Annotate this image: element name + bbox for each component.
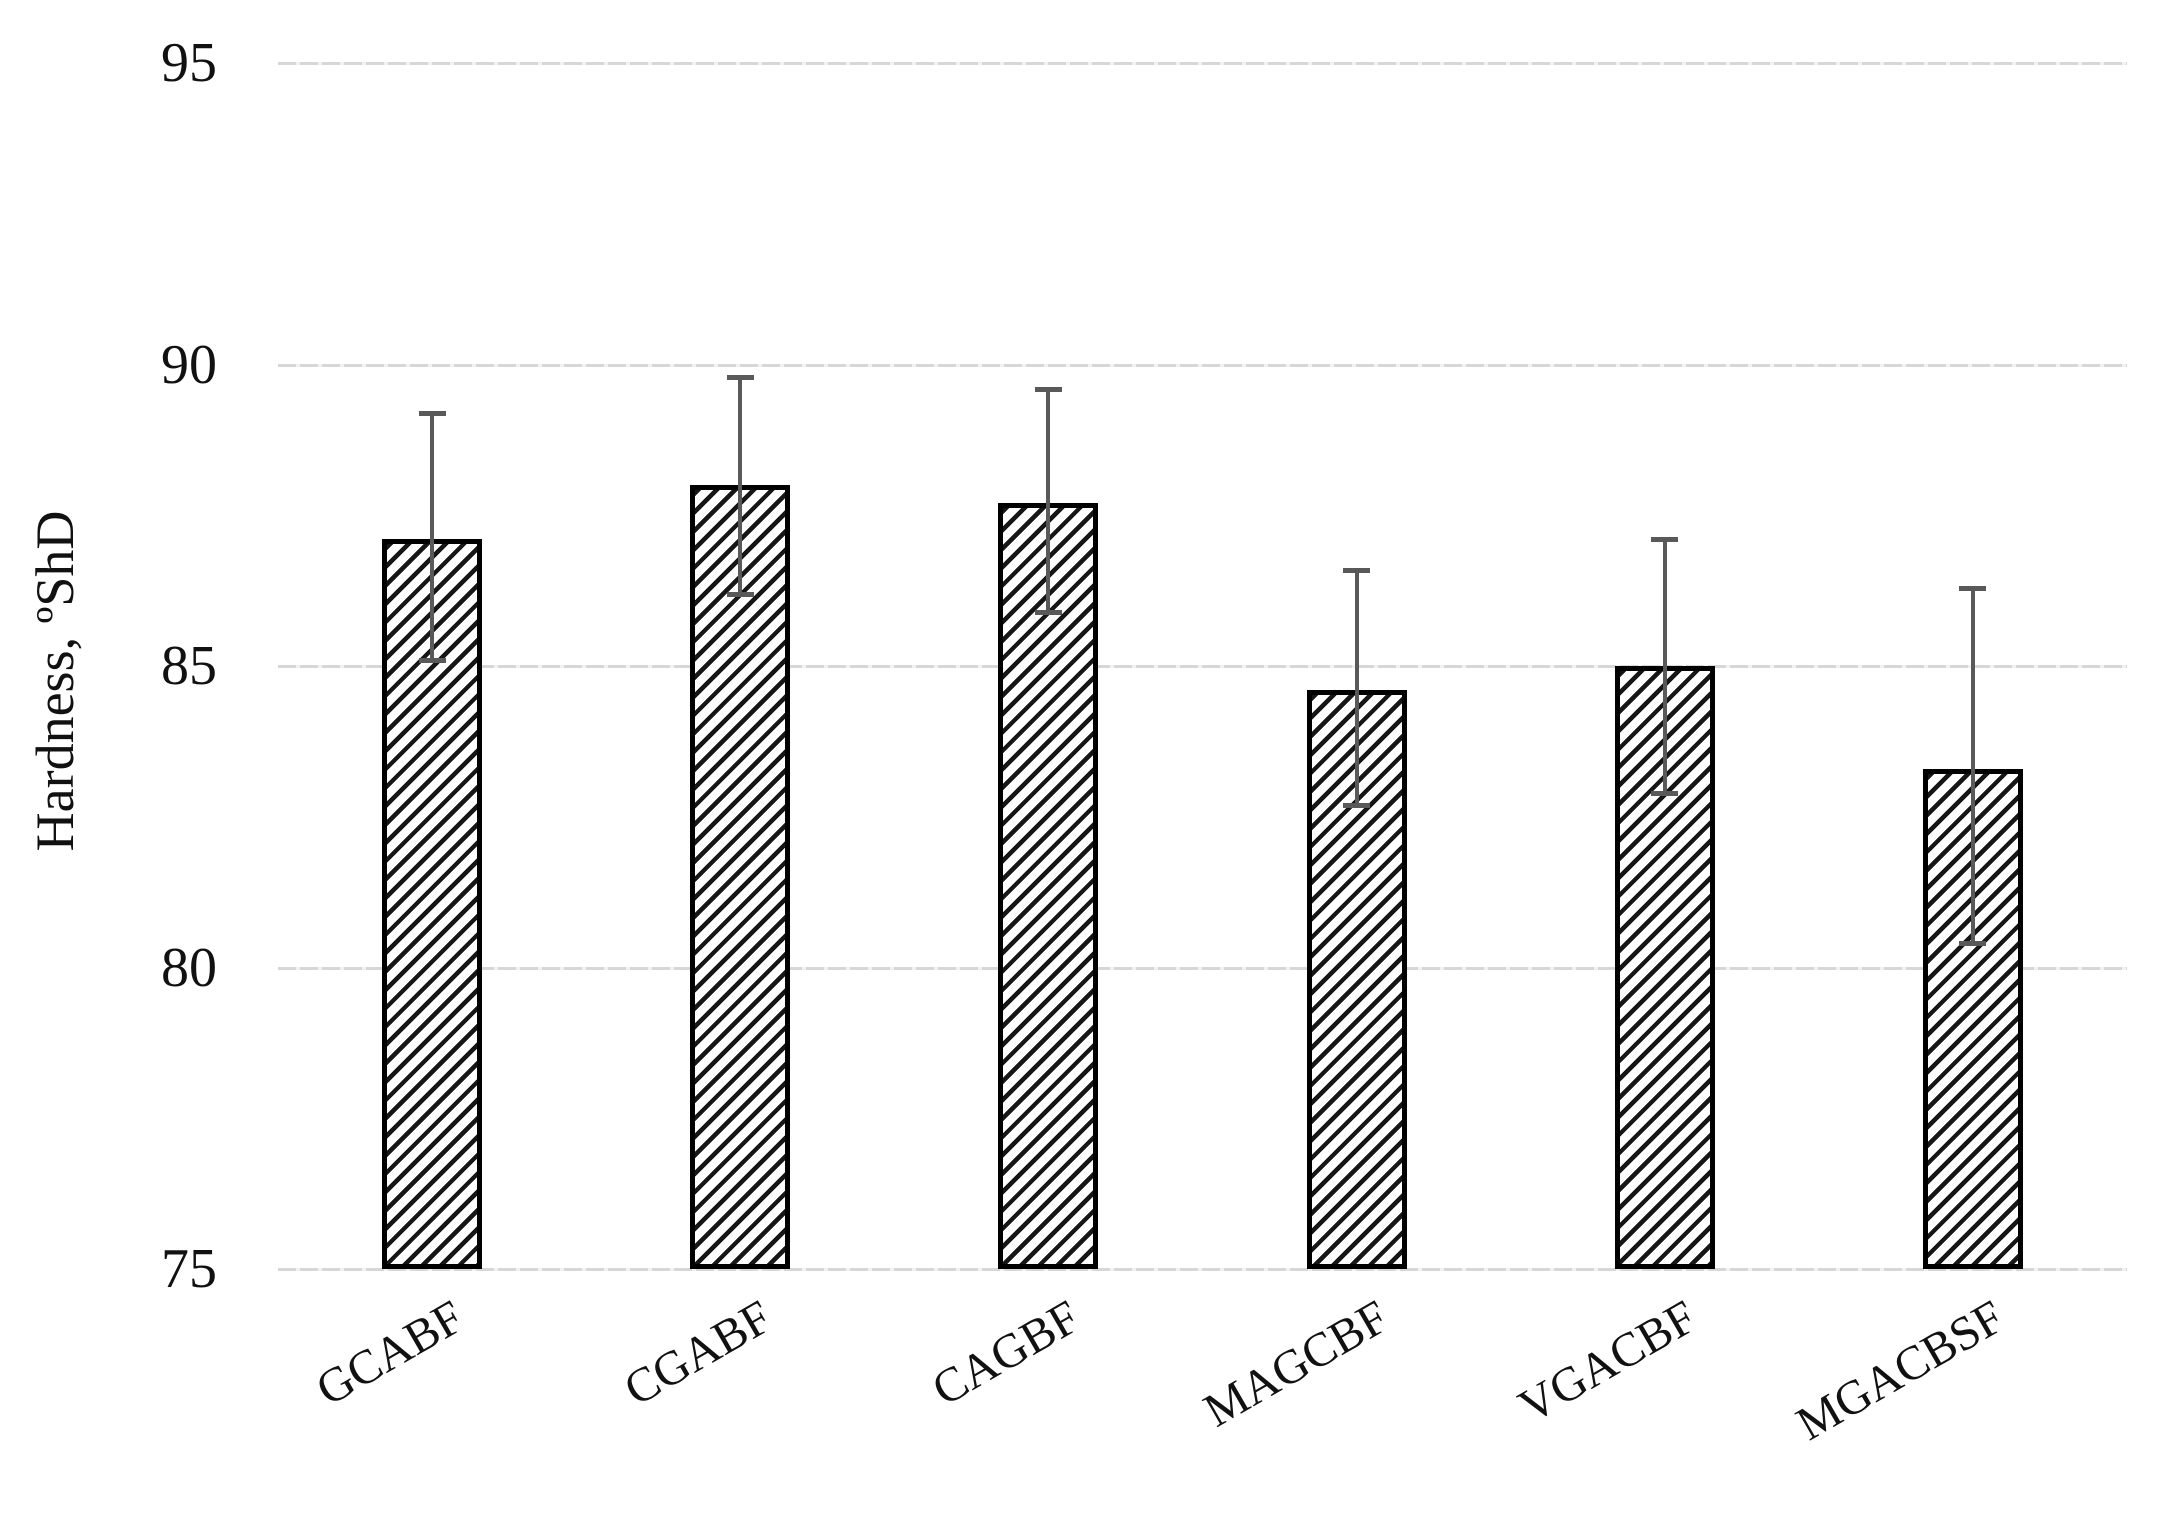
error-bar-line — [1354, 569, 1359, 805]
error-bar-cap-top — [1034, 386, 1062, 392]
error-bar-cap-bottom — [1959, 941, 1987, 947]
error-bar-cap-top — [1343, 567, 1371, 573]
x-category-label: GCABF — [307, 1290, 473, 1417]
error-bar-cap-bottom — [1343, 802, 1371, 808]
x-category-label: MGACBSF — [1788, 1290, 2014, 1451]
y-tick-label: 80 — [161, 936, 217, 999]
x-category-label: CGABF — [615, 1290, 781, 1417]
bar-mgacbsf — [1922, 768, 2023, 1269]
y-tick-label: 90 — [161, 333, 217, 396]
error-bar-cap-top — [418, 410, 446, 416]
x-category-label: MAGCBF — [1195, 1290, 1398, 1438]
gridline-y75 — [278, 1268, 2127, 1271]
y-tick-label: 75 — [161, 1238, 217, 1300]
y-tick-label: 95 — [161, 32, 217, 94]
error-bar-line — [1970, 587, 1975, 944]
gridline-y80 — [278, 966, 2127, 970]
y-axis-title: Hardness, ºShD — [25, 510, 85, 852]
error-bar-cap-top — [1651, 537, 1679, 543]
gridline-y90 — [278, 363, 2127, 367]
error-bar-cap-bottom — [1034, 609, 1062, 615]
bar-cgabf — [690, 485, 791, 1269]
x-category-label: CAGBF — [923, 1290, 1089, 1417]
y-tick-label: 85 — [161, 635, 217, 697]
error-bar-line — [1046, 388, 1051, 612]
error-bar-line — [738, 376, 743, 594]
error-bar-cap-top — [1959, 585, 1987, 591]
error-bar-cap-bottom — [418, 657, 446, 663]
error-bar-line — [1662, 539, 1667, 793]
error-bar-cap-bottom — [726, 591, 754, 597]
x-category-label: VGACBF — [1510, 1290, 1706, 1434]
bar-cagbf — [998, 503, 1099, 1269]
gridline-y85 — [278, 665, 2127, 668]
gridline-y95 — [278, 62, 2127, 65]
error-bar-cap-top — [726, 374, 754, 380]
error-bar-line — [430, 412, 435, 660]
error-bar-cap-bottom — [1651, 790, 1679, 796]
